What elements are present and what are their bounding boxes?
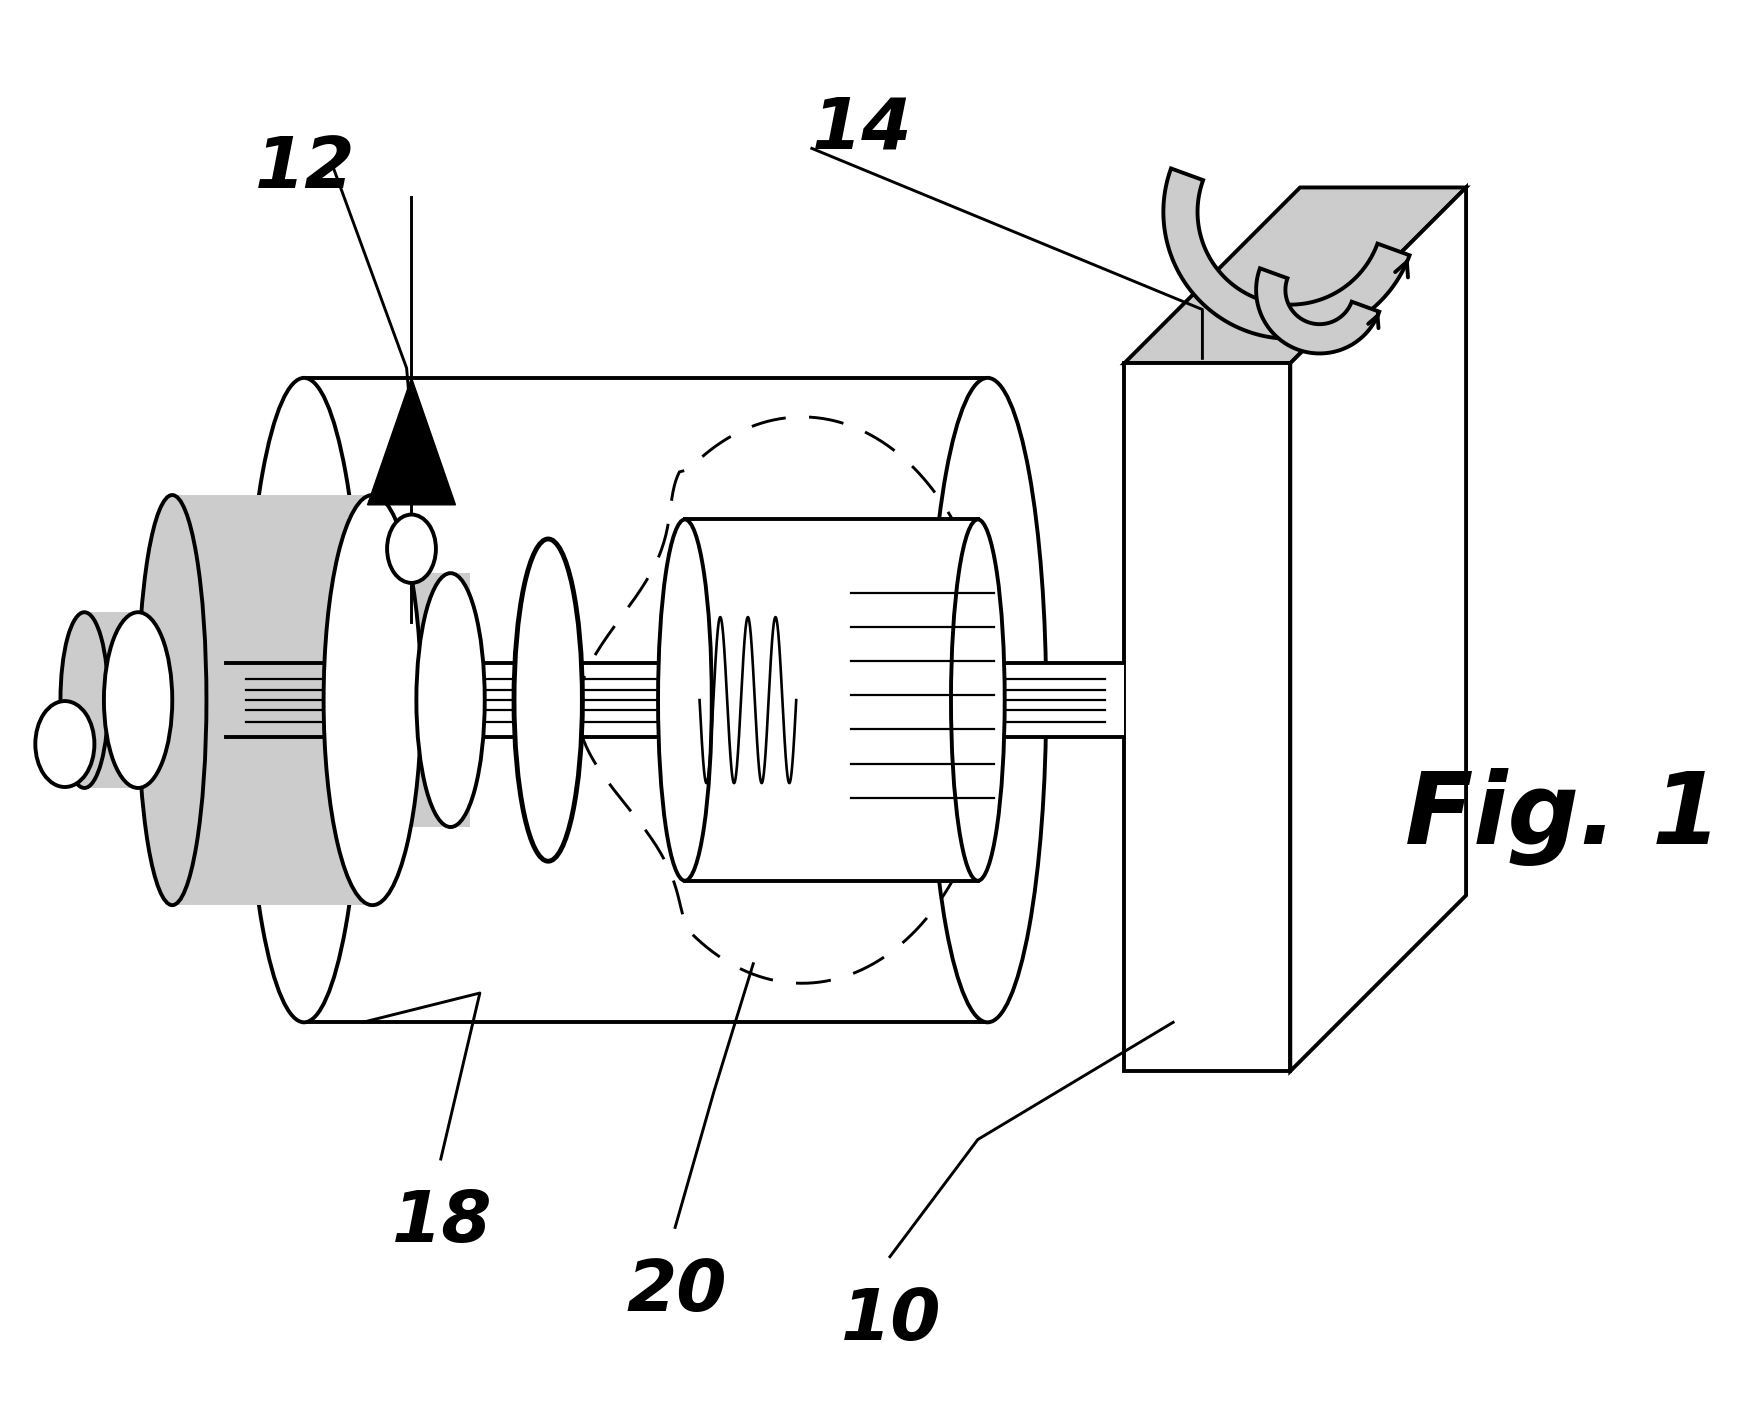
Ellipse shape — [35, 701, 94, 787]
Polygon shape — [304, 377, 987, 1022]
Ellipse shape — [514, 539, 583, 862]
Ellipse shape — [245, 377, 362, 1022]
Polygon shape — [1124, 363, 1290, 1071]
Ellipse shape — [929, 377, 1046, 1022]
Text: 14: 14 — [812, 94, 912, 163]
Text: 10: 10 — [842, 1286, 942, 1354]
Ellipse shape — [138, 496, 206, 905]
Ellipse shape — [950, 520, 1004, 881]
Polygon shape — [1124, 187, 1466, 363]
Ellipse shape — [103, 612, 172, 788]
Text: 12: 12 — [255, 134, 355, 203]
Polygon shape — [368, 377, 455, 505]
Ellipse shape — [368, 573, 416, 826]
Polygon shape — [84, 612, 138, 788]
Polygon shape — [392, 573, 471, 826]
Polygon shape — [226, 663, 1124, 738]
Ellipse shape — [387, 514, 436, 583]
Ellipse shape — [658, 520, 712, 881]
Polygon shape — [172, 496, 373, 905]
Ellipse shape — [324, 496, 422, 905]
Text: Fig. 1: Fig. 1 — [1405, 769, 1722, 866]
Text: 20: 20 — [626, 1257, 726, 1326]
Polygon shape — [1290, 187, 1466, 1071]
Polygon shape — [684, 520, 978, 881]
Text: 18: 18 — [392, 1188, 492, 1257]
Ellipse shape — [416, 573, 485, 826]
Ellipse shape — [61, 612, 108, 788]
Polygon shape — [1256, 269, 1379, 353]
Polygon shape — [1164, 169, 1409, 339]
